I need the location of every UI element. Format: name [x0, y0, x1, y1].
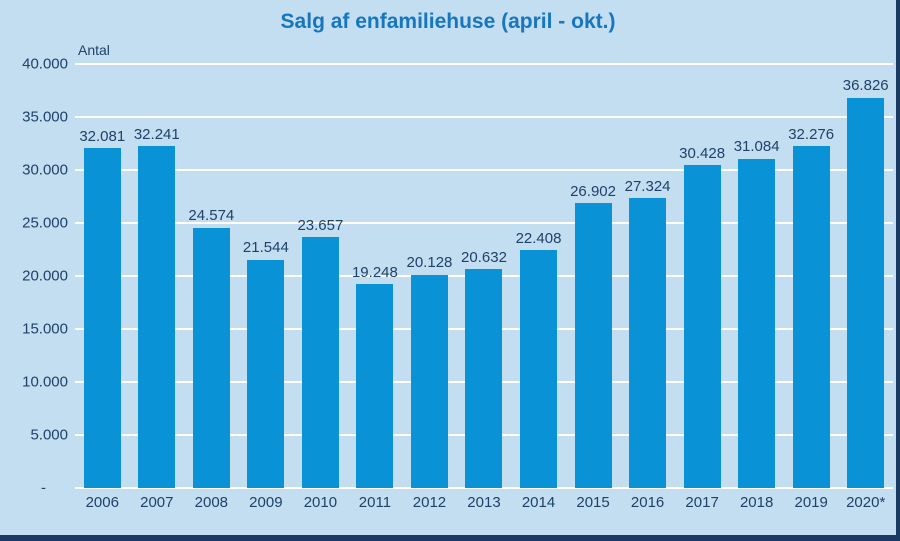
y-tick-label: - [41, 479, 46, 497]
gridline [75, 222, 893, 224]
bar-value-label: 19.248 [351, 263, 398, 281]
y-tick-label: 40.000 [22, 55, 68, 73]
bar-value-label: 20.128 [406, 254, 453, 272]
bar-column: 20.128 [402, 64, 457, 488]
x-tick-label: 2007 [140, 494, 174, 511]
bar-2013 [465, 269, 503, 488]
x-tick-label: 2009 [249, 494, 283, 511]
y-tick-label: 10.000 [22, 373, 68, 391]
bar-column: 19.248 [348, 64, 403, 488]
bar-2019 [792, 145, 830, 488]
bar-column: 32.276 [784, 64, 839, 488]
bar-2015 [574, 202, 612, 488]
y-tick-label: 25.000 [22, 214, 68, 232]
bar-2008 [192, 227, 230, 488]
bar-column: 32.241 [130, 64, 185, 488]
x-tick-label: 2006 [85, 494, 119, 511]
y-tick-label: 35.000 [22, 108, 68, 126]
y-axis-unit-label: Antal [78, 42, 110, 58]
bars-layer: 32.081 32.241 24.574 21.544 23.657 19.248 20.1… [75, 64, 893, 488]
gridline [75, 487, 893, 489]
y-tick-label: 20.000 [22, 267, 68, 285]
bar-column: 21.544 [239, 64, 294, 488]
bar-value-label: 32.276 [788, 125, 835, 143]
bar-value-label: 27.324 [624, 178, 671, 196]
bar-value-label: 26.902 [570, 182, 616, 200]
x-tick-label: 2008 [194, 494, 229, 511]
gridline [75, 169, 893, 171]
bar-column: 23.657 [293, 64, 348, 488]
bar-value-label: 30.428 [679, 145, 726, 163]
bar-value-label: 21.544 [242, 239, 289, 257]
x-tick-label: 2011 [358, 494, 392, 511]
bar-value-label: 22.408 [515, 230, 562, 248]
bar-column: 26.902 [566, 64, 621, 488]
bar-2020 [847, 97, 885, 488]
bar-2010 [301, 237, 339, 488]
x-tick-label: 2013 [467, 494, 501, 511]
y-tick-label: 15.000 [22, 320, 68, 338]
bar-2007 [138, 146, 176, 488]
bar-column: 30.428 [675, 64, 730, 488]
y-tick-label: 5.000 [30, 426, 68, 444]
bar-value-label: 23.657 [297, 217, 344, 234]
x-tick-label: 2012 [412, 494, 447, 511]
bar-value-label: 31.084 [733, 138, 780, 156]
bar-2009 [247, 259, 285, 488]
gridline [75, 63, 893, 65]
x-axis-labels: 2006 2007 2008 2009 2010 2011 2012 2013 2014 2015… [75, 494, 893, 511]
bar-column: 31.084 [729, 64, 784, 488]
gridline [75, 116, 893, 118]
bar-column: 27.324 [620, 64, 675, 488]
bar-value-label: 36.826 [842, 77, 889, 95]
bar-2011 [356, 283, 394, 488]
bar-value-label: 24.574 [188, 207, 235, 225]
bar-column: 22.408 [511, 64, 566, 488]
x-tick-label: 2016 [630, 494, 665, 511]
bar-value-label: 32.081 [79, 127, 126, 145]
bar-value-label: 32.241 [133, 126, 180, 143]
bar-column: 20.632 [457, 64, 512, 488]
bar-column: 36.826 [838, 64, 893, 488]
bar-2006 [83, 147, 121, 488]
x-tick-label: 2015 [576, 494, 610, 511]
bar-2016 [629, 198, 667, 488]
bar-2017 [683, 165, 721, 488]
x-tick-label: 2018 [739, 494, 774, 511]
chart-title: Salg af enfamiliehuse (april - okt.) [280, 10, 616, 33]
x-tick-label: 2010 [303, 494, 338, 511]
y-tick-label: 30.000 [22, 161, 68, 179]
x-tick-label: 2017 [685, 494, 719, 511]
bar-2018 [738, 158, 776, 488]
x-tick-label: 2019 [794, 494, 828, 511]
x-tick-label: 2014 [521, 494, 556, 511]
y-axis-labels: - 5.000 10.000 15.000 20.000 25.000 30.000 35.0… [0, 56, 68, 497]
bar-value-label: 20.632 [461, 249, 507, 267]
bar-column: 32.081 [75, 64, 130, 488]
bar-2014 [520, 250, 558, 488]
bar-2012 [410, 274, 448, 488]
plot-area: 32.081 32.241 24.574 21.544 23.657 19.248 20.1… [75, 63, 893, 489]
bar-column: 24.574 [184, 64, 239, 488]
x-tick-label: 2020* [846, 494, 886, 511]
